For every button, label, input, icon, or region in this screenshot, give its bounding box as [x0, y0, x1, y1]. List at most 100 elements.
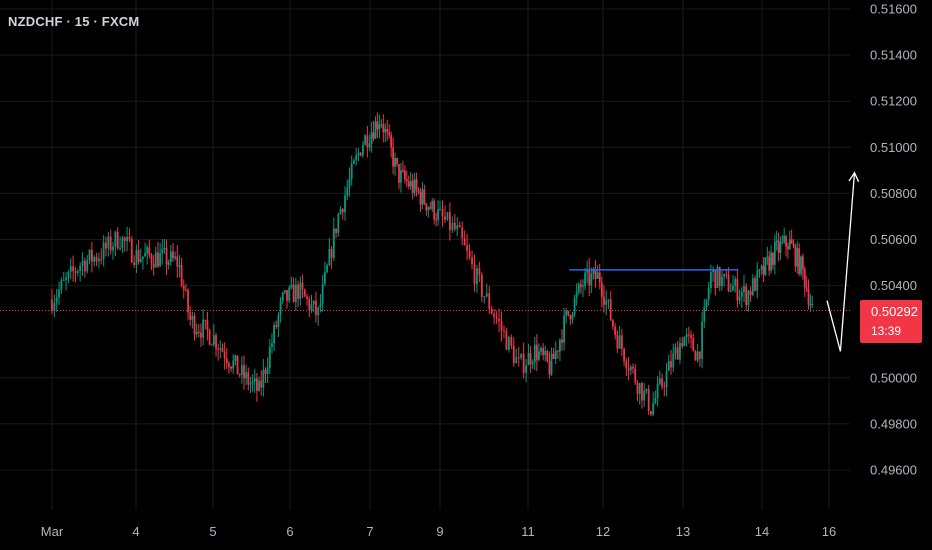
- candle: [159, 243, 162, 267]
- candle: [60, 277, 63, 294]
- candle: [174, 251, 177, 261]
- candle: [366, 125, 369, 158]
- candle: [161, 239, 164, 265]
- time-tick-label: 16: [822, 524, 836, 539]
- candle: [584, 267, 586, 290]
- candle: [169, 244, 172, 267]
- candle: [210, 343, 213, 346]
- projection-path[interactable]: [826, 172, 856, 352]
- candle: [582, 279, 584, 298]
- candle: [223, 342, 226, 370]
- candle: [571, 311, 574, 324]
- candle: [90, 242, 93, 273]
- candle: [605, 290, 608, 316]
- candle: [303, 288, 306, 298]
- candle: [401, 160, 404, 173]
- candle: [65, 272, 67, 291]
- candle: [279, 297, 282, 323]
- candle: [770, 245, 772, 274]
- candle: [565, 307, 568, 324]
- grid-lines: [0, 0, 850, 510]
- candle: [189, 305, 192, 326]
- candle: [548, 351, 551, 379]
- candle: [569, 314, 572, 326]
- candle: [696, 343, 699, 363]
- candle: [315, 291, 317, 323]
- candle: [405, 170, 408, 188]
- candle: [531, 359, 534, 369]
- candle: [577, 282, 580, 296]
- candle: [441, 200, 444, 227]
- candle: [341, 207, 344, 220]
- candle: [772, 251, 774, 270]
- candle: [607, 298, 610, 309]
- candle: [328, 237, 331, 266]
- candle: [221, 343, 224, 353]
- candle: [721, 269, 723, 291]
- candle: [258, 376, 260, 392]
- candle: [301, 274, 304, 299]
- candle: [762, 256, 765, 283]
- candle: [663, 381, 666, 397]
- price-tick-label: 0.51000: [870, 140, 917, 155]
- candle: [546, 349, 549, 363]
- candle: [758, 268, 761, 278]
- candle: [163, 239, 166, 254]
- candle: [538, 343, 540, 362]
- candle: [764, 257, 767, 277]
- time-tick-label: Mar: [41, 524, 64, 539]
- candle: [586, 260, 589, 284]
- price-tick-label: 0.51400: [870, 48, 917, 63]
- candle: [794, 243, 797, 272]
- price-axis[interactable]: 0.51600 0.51400 0.51200 0.51000 0.50800 0.506…: [870, 2, 917, 478]
- candle: [444, 205, 446, 224]
- candle: [176, 245, 179, 279]
- candle: [707, 281, 710, 306]
- candle: [271, 333, 273, 354]
- candle: [88, 249, 91, 265]
- time-tick-label: 4: [132, 524, 139, 539]
- candle: [382, 114, 385, 143]
- candle: [268, 339, 271, 375]
- candle: [672, 343, 675, 373]
- candle: [306, 293, 308, 306]
- candle: [130, 236, 133, 264]
- candle: [798, 243, 801, 277]
- candle: [618, 325, 621, 350]
- price-tick-label: 0.49800: [870, 416, 917, 431]
- candle: [247, 367, 250, 391]
- candle: [380, 119, 383, 129]
- candle: [141, 256, 144, 270]
- time-axis[interactable]: Mar 4 5 6 7 9 11 12 13 14 16: [41, 524, 836, 539]
- candle: [461, 221, 464, 246]
- candle: [636, 380, 639, 402]
- candle: [600, 276, 603, 308]
- candle: [335, 228, 337, 239]
- candle: [310, 294, 313, 313]
- candle: [357, 148, 360, 162]
- projection-arrow[interactable]: [826, 171, 860, 352]
- candle: [55, 288, 58, 312]
- candle: [200, 323, 202, 348]
- candle: [266, 357, 269, 384]
- candle: [288, 285, 291, 304]
- candle: [716, 264, 719, 289]
- candle: [473, 254, 476, 292]
- candle: [292, 277, 295, 303]
- candle: [760, 264, 763, 275]
- candle: [500, 311, 503, 342]
- candle: [368, 134, 371, 152]
- candle: [609, 291, 612, 321]
- candle: [729, 283, 732, 293]
- candle: [803, 266, 806, 297]
- candle: [126, 226, 128, 252]
- candle: [796, 241, 799, 274]
- candle: [596, 265, 599, 279]
- candle: [612, 318, 614, 331]
- candle: [533, 336, 536, 370]
- candle: [364, 134, 367, 146]
- candle: [681, 337, 684, 349]
- candle: [355, 147, 358, 166]
- candle: [522, 342, 525, 379]
